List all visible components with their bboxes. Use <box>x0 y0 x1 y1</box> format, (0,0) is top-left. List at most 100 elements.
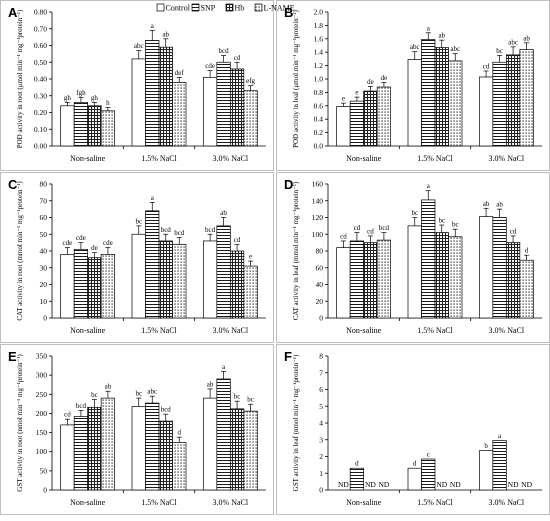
significance-letter: bc <box>411 209 418 217</box>
y-tick-label: 1.4 <box>314 48 324 57</box>
y-tick-label: 50 <box>40 230 48 239</box>
bar <box>336 247 351 319</box>
y-tick-label: 100 <box>36 447 48 456</box>
y-tick-label: 2.0 <box>314 8 324 17</box>
y-tick-label: 0.2 <box>314 128 324 137</box>
bar <box>448 60 463 147</box>
y-tick-label: 20 <box>316 297 324 306</box>
category-label: 1.5% NaCl <box>141 154 177 163</box>
bar <box>243 410 258 491</box>
bar <box>60 254 75 319</box>
y-tick-label: 20 <box>40 280 48 289</box>
not-detected-label: ND <box>365 480 376 489</box>
bar <box>478 76 494 147</box>
significance-letter: ab <box>523 34 530 42</box>
significance-letter: bc <box>234 393 241 401</box>
bar <box>229 68 245 147</box>
bar <box>131 233 146 319</box>
y-tick-label: 60 <box>316 263 324 272</box>
significance-letter: bc <box>438 217 445 225</box>
panel-letter: E <box>8 349 17 364</box>
bar <box>131 58 146 147</box>
y-tick-label: 140 <box>312 196 324 205</box>
significance-letter: cde <box>205 62 215 70</box>
significance-letter: ab <box>483 200 490 208</box>
significance-letter: cde <box>103 239 113 247</box>
significance-letter: bcd <box>76 402 87 410</box>
y-tick-label: 80 <box>40 180 48 189</box>
bar <box>421 39 436 147</box>
category-label: 3.0% NaCl <box>213 154 249 163</box>
significance-letter: gh <box>64 94 72 102</box>
significance-letter: de <box>381 74 388 82</box>
bar <box>202 397 218 491</box>
y-tick-label: 0.30 <box>34 91 47 100</box>
category-label: Non-saline <box>346 154 382 163</box>
y-tick-label: 50 <box>40 466 48 475</box>
not-detected-label: ND <box>436 480 447 489</box>
significance-letter: bc <box>135 217 142 225</box>
category-label: 1.5% NaCl <box>417 498 453 507</box>
y-tick-label: 5 <box>319 402 323 411</box>
y-tick-label: 4 <box>319 419 323 428</box>
panel-A: A 0.00 0.10 0.20 0.30 0.40 0.50 0.60 0.70 0.80 POD… <box>0 0 274 171</box>
bar <box>216 378 231 491</box>
bar <box>478 216 494 319</box>
bar <box>363 90 378 147</box>
bar <box>216 61 231 147</box>
significance-letter: cd <box>367 227 374 235</box>
significance-letter: a <box>498 432 502 440</box>
y-tick-label: 40 <box>40 247 48 256</box>
y-tick-label: 120 <box>312 213 324 222</box>
bar <box>60 424 75 491</box>
bar <box>434 232 449 319</box>
bar <box>407 225 422 319</box>
bar <box>421 199 436 319</box>
y-tick-label: 150 <box>36 428 48 437</box>
significance-letter: cde <box>76 234 86 242</box>
significance-letter: cd <box>354 224 361 232</box>
significance-letter: a <box>151 194 155 202</box>
y-tick-label: 0 <box>43 314 47 323</box>
y-tick-label: 1.8 <box>314 21 324 30</box>
category-label: 3.0% NaCl <box>213 326 249 335</box>
significance-letter: def <box>175 69 185 77</box>
y-axis-label: GST activity in root (nmol min⁻¹ mg⁻¹pro… <box>16 354 24 492</box>
category-label: 3.0% NaCl <box>213 498 249 507</box>
significance-letter: cd <box>64 411 71 419</box>
panel-letter: D <box>284 177 293 192</box>
y-axis-label: POD activity in leaf (μmol min⁻¹ mg⁻¹pro… <box>292 9 300 147</box>
y-tick-label: 0.0 <box>314 142 324 151</box>
bar <box>172 81 187 147</box>
significance-letter: cd <box>234 54 241 62</box>
bar <box>505 242 521 319</box>
y-tick-label: 40 <box>316 280 324 289</box>
bar <box>243 90 258 147</box>
significance-letter: h <box>106 99 110 107</box>
y-tick-label: 0.60 <box>34 41 47 50</box>
significance-letter: ab <box>105 383 112 391</box>
category-label: 1.5% NaCl <box>417 326 453 335</box>
y-tick-label: 0.6 <box>314 101 324 110</box>
significance-letter: d <box>355 460 359 468</box>
bar <box>158 420 173 491</box>
y-tick-label: 0.4 <box>314 115 324 124</box>
panel-letter: A <box>8 5 18 20</box>
legend-label: Control <box>166 4 191 13</box>
bar <box>519 49 534 147</box>
significance-letter: bc <box>91 391 98 399</box>
significance-letter: a <box>427 24 431 32</box>
bar <box>73 102 89 147</box>
significance-letter: abc <box>134 42 144 50</box>
significance-letter: bcd <box>205 226 216 234</box>
y-tick-label: 250 <box>36 390 48 399</box>
significance-letter: ab <box>496 201 503 209</box>
significance-letter: a <box>151 22 155 30</box>
category-label: Non-saline <box>346 498 382 507</box>
significance-letter: bc <box>247 396 254 404</box>
bar <box>158 240 173 319</box>
bar <box>100 254 116 319</box>
significance-letter: abc <box>147 388 157 396</box>
